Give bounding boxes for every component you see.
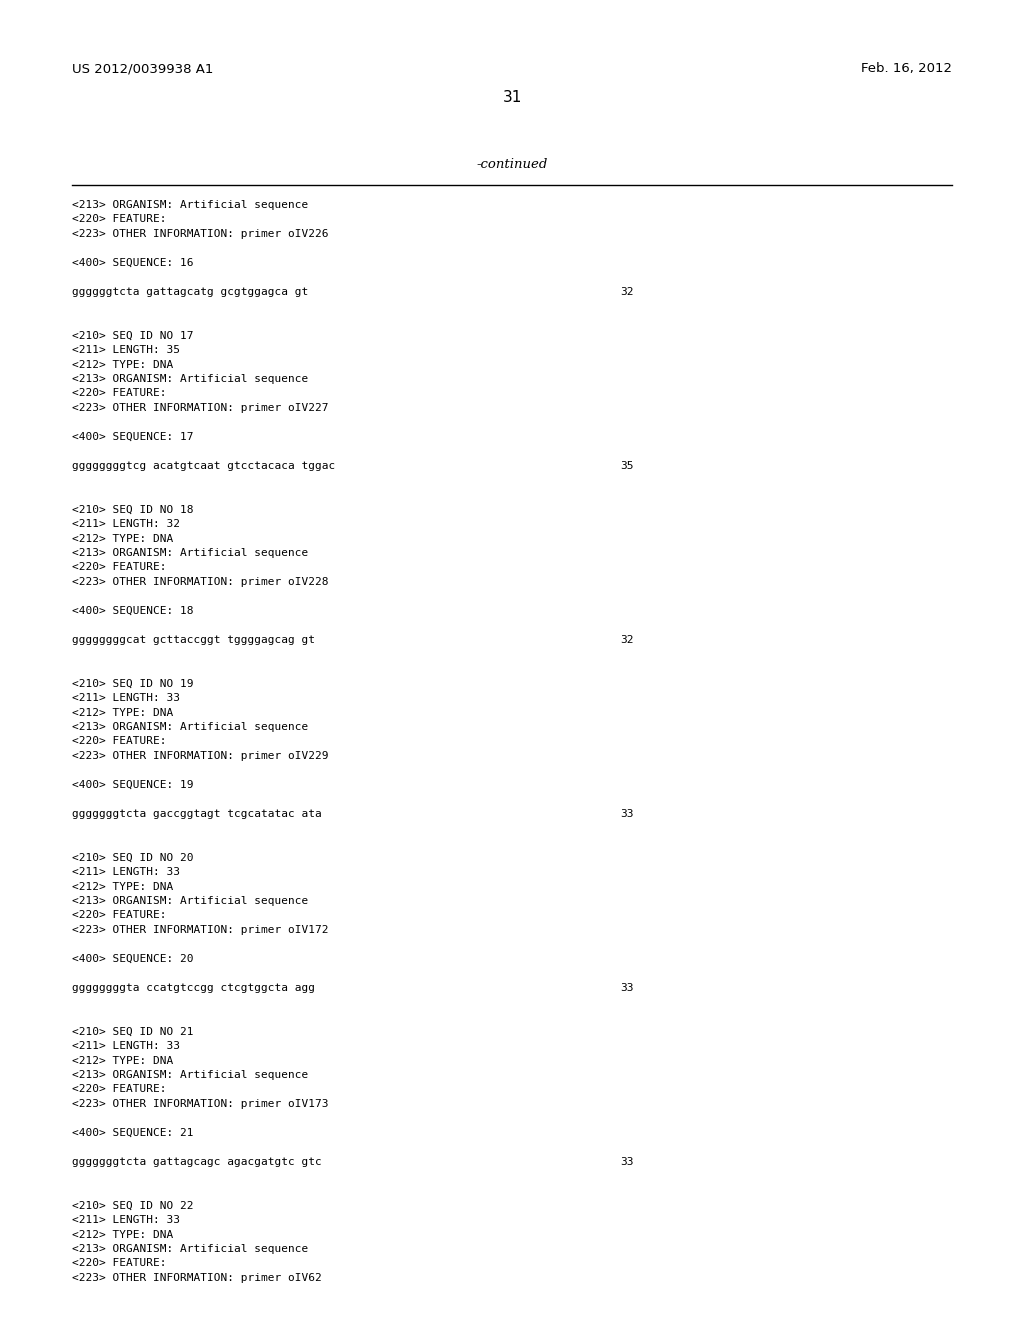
- Text: <220> FEATURE:: <220> FEATURE:: [72, 1085, 167, 1094]
- Text: <213> ORGANISM: Artificial sequence: <213> ORGANISM: Artificial sequence: [72, 1243, 308, 1254]
- Text: <210> SEQ ID NO 21: <210> SEQ ID NO 21: [72, 1027, 194, 1036]
- Text: <210> SEQ ID NO 18: <210> SEQ ID NO 18: [72, 504, 194, 515]
- Text: <213> ORGANISM: Artificial sequence: <213> ORGANISM: Artificial sequence: [72, 374, 308, 384]
- Text: <210> SEQ ID NO 20: <210> SEQ ID NO 20: [72, 853, 194, 862]
- Text: <220> FEATURE:: <220> FEATURE:: [72, 562, 167, 573]
- Text: <212> TYPE: DNA: <212> TYPE: DNA: [72, 359, 173, 370]
- Text: 35: 35: [620, 461, 634, 471]
- Text: <220> FEATURE:: <220> FEATURE:: [72, 1258, 167, 1269]
- Text: <223> OTHER INFORMATION: primer oIV172: <223> OTHER INFORMATION: primer oIV172: [72, 925, 329, 935]
- Text: ggggggggcat gcttaccggt tggggagcag gt: ggggggggcat gcttaccggt tggggagcag gt: [72, 635, 315, 645]
- Text: <211> LENGTH: 35: <211> LENGTH: 35: [72, 345, 180, 355]
- Text: <400> SEQUENCE: 18: <400> SEQUENCE: 18: [72, 606, 194, 616]
- Text: <213> ORGANISM: Artificial sequence: <213> ORGANISM: Artificial sequence: [72, 896, 308, 906]
- Text: <212> TYPE: DNA: <212> TYPE: DNA: [72, 708, 173, 718]
- Text: <223> OTHER INFORMATION: primer oIV62: <223> OTHER INFORMATION: primer oIV62: [72, 1272, 322, 1283]
- Text: <223> OTHER INFORMATION: primer oIV229: <223> OTHER INFORMATION: primer oIV229: [72, 751, 329, 762]
- Text: <212> TYPE: DNA: <212> TYPE: DNA: [72, 1229, 173, 1239]
- Text: <400> SEQUENCE: 19: <400> SEQUENCE: 19: [72, 780, 194, 789]
- Text: <220> FEATURE:: <220> FEATURE:: [72, 737, 167, 747]
- Text: -continued: -continued: [476, 158, 548, 172]
- Text: <212> TYPE: DNA: <212> TYPE: DNA: [72, 882, 173, 891]
- Text: 33: 33: [620, 983, 634, 993]
- Text: <211> LENGTH: 33: <211> LENGTH: 33: [72, 1214, 180, 1225]
- Text: <211> LENGTH: 33: <211> LENGTH: 33: [72, 693, 180, 704]
- Text: <211> LENGTH: 33: <211> LENGTH: 33: [72, 867, 180, 876]
- Text: <400> SEQUENCE: 21: <400> SEQUENCE: 21: [72, 1129, 194, 1138]
- Text: 31: 31: [503, 90, 521, 106]
- Text: <213> ORGANISM: Artificial sequence: <213> ORGANISM: Artificial sequence: [72, 201, 308, 210]
- Text: <220> FEATURE:: <220> FEATURE:: [72, 911, 167, 920]
- Text: ggggggggtcg acatgtcaat gtcctacaca tggac: ggggggggtcg acatgtcaat gtcctacaca tggac: [72, 461, 335, 471]
- Text: <210> SEQ ID NO 19: <210> SEQ ID NO 19: [72, 678, 194, 689]
- Text: <211> LENGTH: 33: <211> LENGTH: 33: [72, 1041, 180, 1051]
- Text: <213> ORGANISM: Artificial sequence: <213> ORGANISM: Artificial sequence: [72, 722, 308, 733]
- Text: <223> OTHER INFORMATION: primer oIV228: <223> OTHER INFORMATION: primer oIV228: [72, 577, 329, 587]
- Text: <220> FEATURE:: <220> FEATURE:: [72, 388, 167, 399]
- Text: 33: 33: [620, 1158, 634, 1167]
- Text: <213> ORGANISM: Artificial sequence: <213> ORGANISM: Artificial sequence: [72, 1071, 308, 1080]
- Text: <210> SEQ ID NO 22: <210> SEQ ID NO 22: [72, 1200, 194, 1210]
- Text: Feb. 16, 2012: Feb. 16, 2012: [861, 62, 952, 75]
- Text: <213> ORGANISM: Artificial sequence: <213> ORGANISM: Artificial sequence: [72, 548, 308, 558]
- Text: ggggggggta ccatgtccgg ctcgtggcta agg: ggggggggta ccatgtccgg ctcgtggcta agg: [72, 983, 315, 993]
- Text: <211> LENGTH: 32: <211> LENGTH: 32: [72, 519, 180, 529]
- Text: <220> FEATURE:: <220> FEATURE:: [72, 214, 167, 224]
- Text: 32: 32: [620, 635, 634, 645]
- Text: <400> SEQUENCE: 20: <400> SEQUENCE: 20: [72, 954, 194, 964]
- Text: 33: 33: [620, 809, 634, 818]
- Text: <223> OTHER INFORMATION: primer oIV226: <223> OTHER INFORMATION: primer oIV226: [72, 228, 329, 239]
- Text: <400> SEQUENCE: 16: <400> SEQUENCE: 16: [72, 257, 194, 268]
- Text: ggggggtcta gattagcatg gcgtggagca gt: ggggggtcta gattagcatg gcgtggagca gt: [72, 286, 308, 297]
- Text: <223> OTHER INFORMATION: primer oIV173: <223> OTHER INFORMATION: primer oIV173: [72, 1100, 329, 1109]
- Text: <210> SEQ ID NO 17: <210> SEQ ID NO 17: [72, 330, 194, 341]
- Text: US 2012/0039938 A1: US 2012/0039938 A1: [72, 62, 213, 75]
- Text: <400> SEQUENCE: 17: <400> SEQUENCE: 17: [72, 432, 194, 442]
- Text: 32: 32: [620, 286, 634, 297]
- Text: <212> TYPE: DNA: <212> TYPE: DNA: [72, 1056, 173, 1065]
- Text: <223> OTHER INFORMATION: primer oIV227: <223> OTHER INFORMATION: primer oIV227: [72, 403, 329, 413]
- Text: <212> TYPE: DNA: <212> TYPE: DNA: [72, 533, 173, 544]
- Text: gggggggtcta gaccggtagt tcgcatatac ata: gggggggtcta gaccggtagt tcgcatatac ata: [72, 809, 322, 818]
- Text: gggggggtcta gattagcagc agacgatgtc gtc: gggggggtcta gattagcagc agacgatgtc gtc: [72, 1158, 322, 1167]
